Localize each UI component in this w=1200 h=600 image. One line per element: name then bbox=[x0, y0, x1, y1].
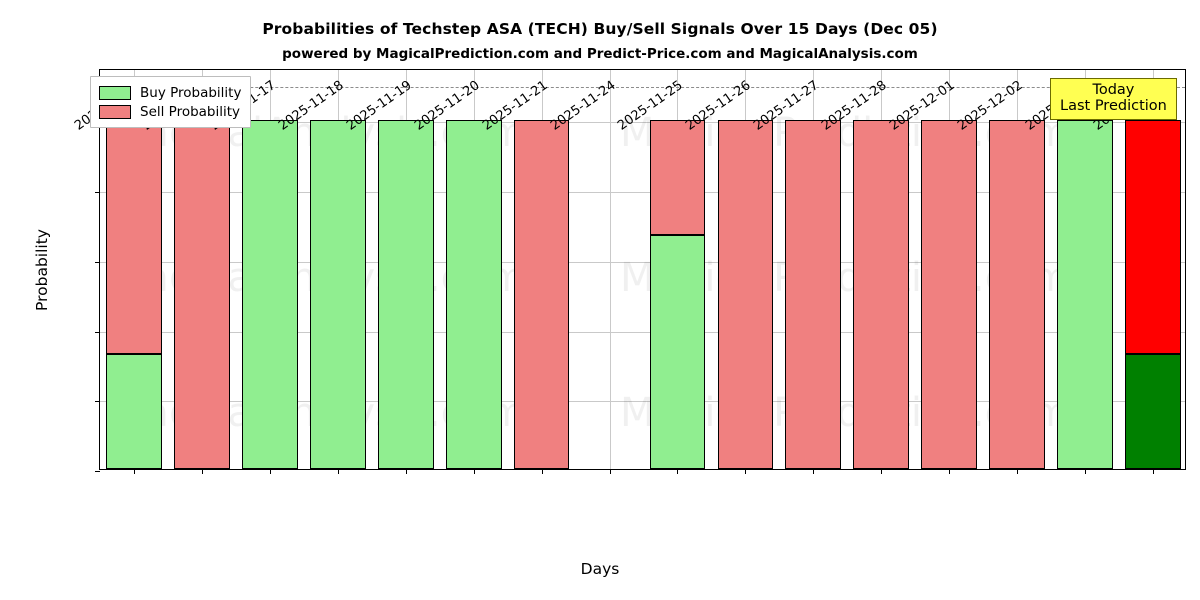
bar-stack bbox=[989, 68, 1045, 469]
y-tick-mark bbox=[95, 331, 100, 333]
bar-segment-buy bbox=[1125, 353, 1181, 469]
bar-stack bbox=[649, 68, 706, 469]
bar-segment-sell bbox=[717, 120, 774, 469]
bar-stack bbox=[106, 68, 162, 469]
bar-segment-buy bbox=[377, 120, 434, 469]
today-annotation: Today Last Prediction bbox=[1050, 78, 1177, 121]
gridline-horizontal bbox=[100, 401, 1185, 403]
x-tick-mark bbox=[201, 469, 203, 474]
bar-stack bbox=[853, 68, 910, 469]
x-tick-mark bbox=[745, 469, 747, 474]
x-tick-mark bbox=[949, 469, 951, 474]
x-axis-title: Days bbox=[580, 560, 620, 578]
bar-stack bbox=[513, 68, 570, 469]
bar-segment-sell bbox=[513, 120, 570, 469]
legend: Buy Probability Sell Probability bbox=[90, 76, 252, 128]
bar-stack bbox=[921, 68, 978, 469]
y-tick-mark bbox=[95, 471, 100, 472]
legend-item-buy: Buy Probability bbox=[99, 83, 241, 102]
bar-segment-sell bbox=[989, 120, 1045, 469]
bar-stack bbox=[377, 68, 434, 469]
bar-stack bbox=[445, 68, 502, 469]
bar-stack bbox=[785, 68, 842, 469]
bar-stack bbox=[1125, 68, 1181, 469]
plot-area: MagicalAnalysis.comMagicalPrediction.com… bbox=[33, 68, 1186, 474]
bar-stack bbox=[717, 68, 774, 469]
legend-label-sell: Sell Probability bbox=[140, 103, 241, 120]
x-tick-mark bbox=[337, 469, 339, 474]
x-tick-mark bbox=[609, 469, 611, 474]
x-tick-mark bbox=[405, 469, 407, 474]
y-axis-title: Probability bbox=[33, 228, 51, 311]
bar-segment-buy bbox=[309, 120, 366, 469]
gridline-vertical bbox=[609, 70, 611, 469]
bar-segment-buy bbox=[1057, 120, 1113, 469]
threshold-dashed-line bbox=[100, 87, 1185, 89]
bar-segment-sell bbox=[174, 120, 230, 469]
x-tick-mark bbox=[1085, 469, 1087, 474]
bar-segment-buy bbox=[445, 120, 502, 469]
x-tick-mark bbox=[677, 469, 679, 474]
legend-item-sell: Sell Probability bbox=[99, 102, 241, 121]
x-tick-mark bbox=[813, 469, 815, 474]
y-tick-mark bbox=[95, 401, 100, 403]
gridline-horizontal bbox=[100, 122, 1185, 124]
x-tick-mark bbox=[473, 469, 475, 474]
bar-segment-sell bbox=[106, 120, 162, 354]
x-tick-mark bbox=[881, 469, 883, 474]
x-tick-mark bbox=[1017, 469, 1019, 474]
legend-label-buy: Buy Probability bbox=[140, 84, 242, 101]
gridline-horizontal bbox=[100, 331, 1185, 333]
bar-segment-sell bbox=[921, 120, 978, 469]
today-label-line2: Last Prediction bbox=[1060, 98, 1167, 115]
gridline-horizontal bbox=[100, 192, 1185, 194]
chart-subtitle: powered by MagicalPrediction.com and Pre… bbox=[282, 46, 918, 62]
bar-segment-buy bbox=[241, 120, 298, 469]
legend-swatch-buy-icon bbox=[99, 85, 131, 100]
today-label-line1: Today bbox=[1092, 82, 1135, 98]
y-tick-mark bbox=[95, 261, 100, 263]
x-tick-mark bbox=[269, 469, 271, 474]
x-tick-mark bbox=[133, 469, 135, 474]
bar-segment-buy bbox=[649, 235, 706, 469]
bar-segment-buy bbox=[106, 353, 162, 469]
bar-stack bbox=[309, 68, 366, 469]
bar-segment-sell bbox=[785, 120, 842, 469]
y-tick-mark bbox=[95, 192, 100, 194]
bar-stack bbox=[241, 68, 298, 469]
x-tick-mark bbox=[541, 469, 543, 474]
bar-segment-sell bbox=[853, 120, 910, 469]
bar-stack bbox=[1057, 68, 1113, 469]
bar-segment-sell bbox=[649, 120, 706, 236]
bar-stack bbox=[174, 68, 230, 469]
legend-swatch-sell-icon bbox=[99, 104, 131, 119]
bar-segment-sell bbox=[1125, 120, 1181, 354]
page-title: Probabilities of Techstep ASA (TECH) Buy… bbox=[262, 20, 938, 38]
x-tick-mark bbox=[1153, 469, 1155, 474]
gridline-horizontal bbox=[100, 261, 1185, 263]
